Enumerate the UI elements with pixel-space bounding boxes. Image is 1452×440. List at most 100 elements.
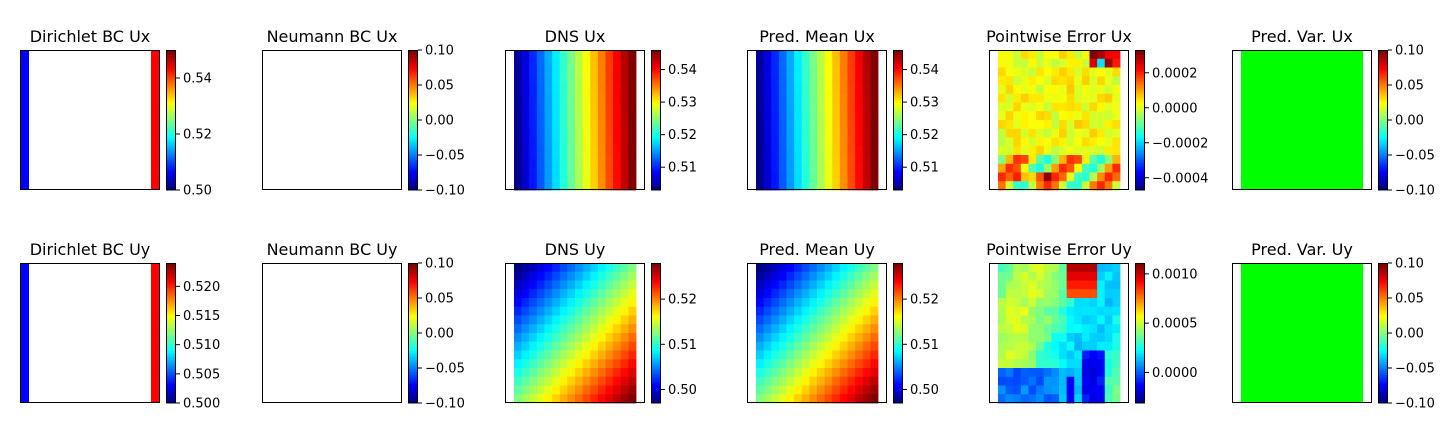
colorbar-swatch: [1378, 152, 1388, 156]
colorbar-swatch: [166, 276, 176, 279]
colorbar-swatch: [1378, 150, 1388, 154]
heatmap-cell: [559, 289, 568, 299]
heatmap-cell: [998, 163, 1007, 173]
colorbar-swatch: [408, 343, 418, 347]
heatmap-cell: [597, 341, 606, 351]
heatmap: [514, 50, 637, 191]
colorbar-swatch: [1378, 324, 1388, 327]
heatmap-cell: [1104, 67, 1113, 77]
heatmap-cell: [1005, 102, 1014, 112]
heatmap-cell: [1074, 298, 1083, 308]
heatmap-cell: [1059, 85, 1068, 95]
heatmap-cell: [1089, 102, 1098, 112]
heatmap-cell: [1059, 263, 1068, 273]
heatmap-cell: [529, 111, 538, 121]
heatmap-cell: [620, 289, 629, 299]
heatmap-cell: [1074, 306, 1083, 316]
heatmap-cell: [575, 111, 584, 121]
heatmap-cell: [1104, 120, 1113, 130]
heatmap-cell: [1020, 172, 1029, 182]
heatmap-cell: [620, 102, 629, 112]
heatmap-cell: [597, 324, 606, 334]
heatmap-cell: [778, 128, 787, 138]
heatmap-cell: [544, 350, 553, 360]
heatmap-cell: [771, 368, 780, 378]
colorbar-swatch: [893, 95, 903, 99]
heatmap-cell: [597, 368, 606, 378]
colorbar-swatch: [408, 302, 418, 306]
colorbar-swatch: [651, 148, 661, 152]
heatmap-cell: [756, 120, 765, 130]
heatmap-cell: [1005, 271, 1014, 281]
heatmap-cell: [1013, 298, 1022, 308]
colorbar-swatch: [1378, 161, 1388, 165]
heatmap-cell: [801, 120, 810, 130]
heatmap-cell: [756, 298, 765, 308]
heatmap-cell: [536, 128, 545, 138]
heatmap-cell: [597, 280, 606, 290]
heatmap-cell: [1112, 76, 1121, 86]
colorbar-swatch: [408, 339, 418, 343]
heatmap-cell: [582, 111, 591, 121]
colorbar-swatch: [651, 106, 661, 110]
heatmap-cell: [544, 146, 553, 156]
heatmap-cell: [839, 271, 848, 281]
heatmap-cell: [771, 263, 780, 273]
heatmap-cell: [514, 271, 523, 281]
colorbar-swatch: [408, 74, 418, 77]
colorbar-swatch: [1378, 352, 1388, 356]
heatmap-cell: [567, 263, 576, 273]
heatmap-cell: [801, 306, 810, 316]
heatmap-cell: [613, 315, 622, 325]
heatmap-cell: [1112, 172, 1121, 182]
heatmap-cell: [567, 128, 576, 138]
heatmap-cell: [778, 306, 787, 316]
heatmap-cell: [786, 271, 795, 281]
colorbar-swatch: [893, 374, 903, 378]
colorbar-swatch: [1378, 65, 1388, 68]
colorbar-swatch: [408, 350, 418, 354]
heatmap-cell: [613, 76, 622, 86]
colorbar-swatch: [893, 341, 903, 345]
heatmap-cell: [763, 289, 772, 299]
heatmap-cell: [832, 289, 841, 299]
colorbar-swatch: [166, 152, 176, 156]
colorbar-swatch: [1135, 124, 1145, 128]
heatmap-cell: [847, 394, 856, 404]
heatmap-cell: [1104, 76, 1113, 86]
colorbar-swatch: [408, 396, 418, 400]
heatmap-cell: [1051, 76, 1060, 86]
colorbar-swatch: [893, 368, 903, 371]
heatmap-cell: [536, 76, 545, 86]
heatmap-cell: [559, 324, 568, 334]
colorbar-swatch: [1378, 276, 1388, 279]
colorbar-swatch: [1135, 368, 1145, 371]
heatmap-cell: [521, 76, 530, 86]
heatmap-cell: [1028, 263, 1037, 273]
heatmap-cell: [597, 263, 606, 273]
heatmap-cell: [771, 67, 780, 77]
heatmap-cell: [590, 120, 599, 130]
heatmap-cell: [763, 163, 772, 173]
colorbar-swatch: [1378, 124, 1388, 128]
heatmap-cell: [559, 128, 568, 138]
colorbar-swatch: [166, 311, 176, 314]
heatmap-cell: [771, 93, 780, 103]
heatmap-cell: [552, 341, 561, 351]
colorbar-swatch: [408, 102, 418, 106]
colorbar-swatch: [1135, 170, 1145, 173]
heatmap-cell: [756, 385, 765, 395]
heatmap-cell: [575, 137, 584, 147]
colorbar-swatch: [893, 354, 903, 358]
heatmap-cell: [855, 289, 864, 299]
heatmap-cell: [620, 128, 629, 138]
heatmap-cell: [1089, 394, 1098, 404]
panel-title: Dirichlet BC Ux: [30, 27, 151, 46]
colorbar-swatch: [651, 269, 661, 273]
colorbar-swatch: [893, 102, 903, 106]
heatmap-cell: [1051, 50, 1060, 60]
colorbar-swatch: [408, 348, 418, 351]
heatmap-cell: [824, 271, 833, 281]
heatmap-cell: [536, 368, 545, 378]
